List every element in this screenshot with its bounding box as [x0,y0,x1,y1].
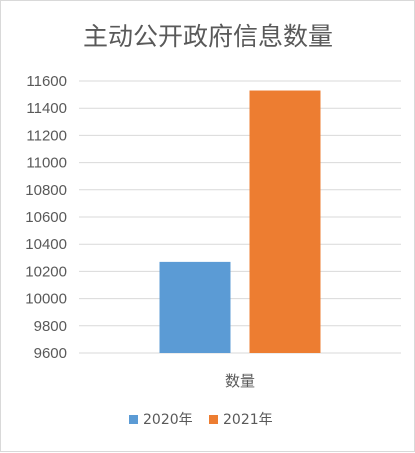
y-tick-label: 11600 [26,73,67,90]
y-axis-ticks: 9600 9800 10000 10200 10400 10600 10800 11000 11… [25,73,67,362]
y-tick-label: 11000 [26,155,67,172]
gridlines [79,80,401,354]
bar-2021年 [249,90,321,354]
x-category-label: 数量 [225,372,255,390]
legend-label: 2020年 [143,412,193,428]
y-tick-label: 10600 [25,209,67,226]
y-tick-label: 9600 [34,345,67,362]
y-tick-label: 10400 [25,236,67,253]
chart-title: 主动公开政府信息数量 [83,22,333,51]
bar-2020年 [159,261,231,353]
y-tick-label: 10000 [25,291,67,308]
bars [159,90,321,354]
y-tick-label: 11200 [26,127,67,144]
legend: 2020年 2021年 [129,412,273,428]
x-axis-categories: 数量 [225,372,255,390]
y-tick-label: 10800 [25,182,67,199]
y-tick-label: 10200 [25,263,67,280]
legend-label: 2021年 [223,412,273,428]
legend-swatch [129,415,138,424]
y-tick-label: 11400 [26,100,67,117]
y-tick-label: 9800 [34,318,67,335]
legend-swatch [209,415,218,424]
